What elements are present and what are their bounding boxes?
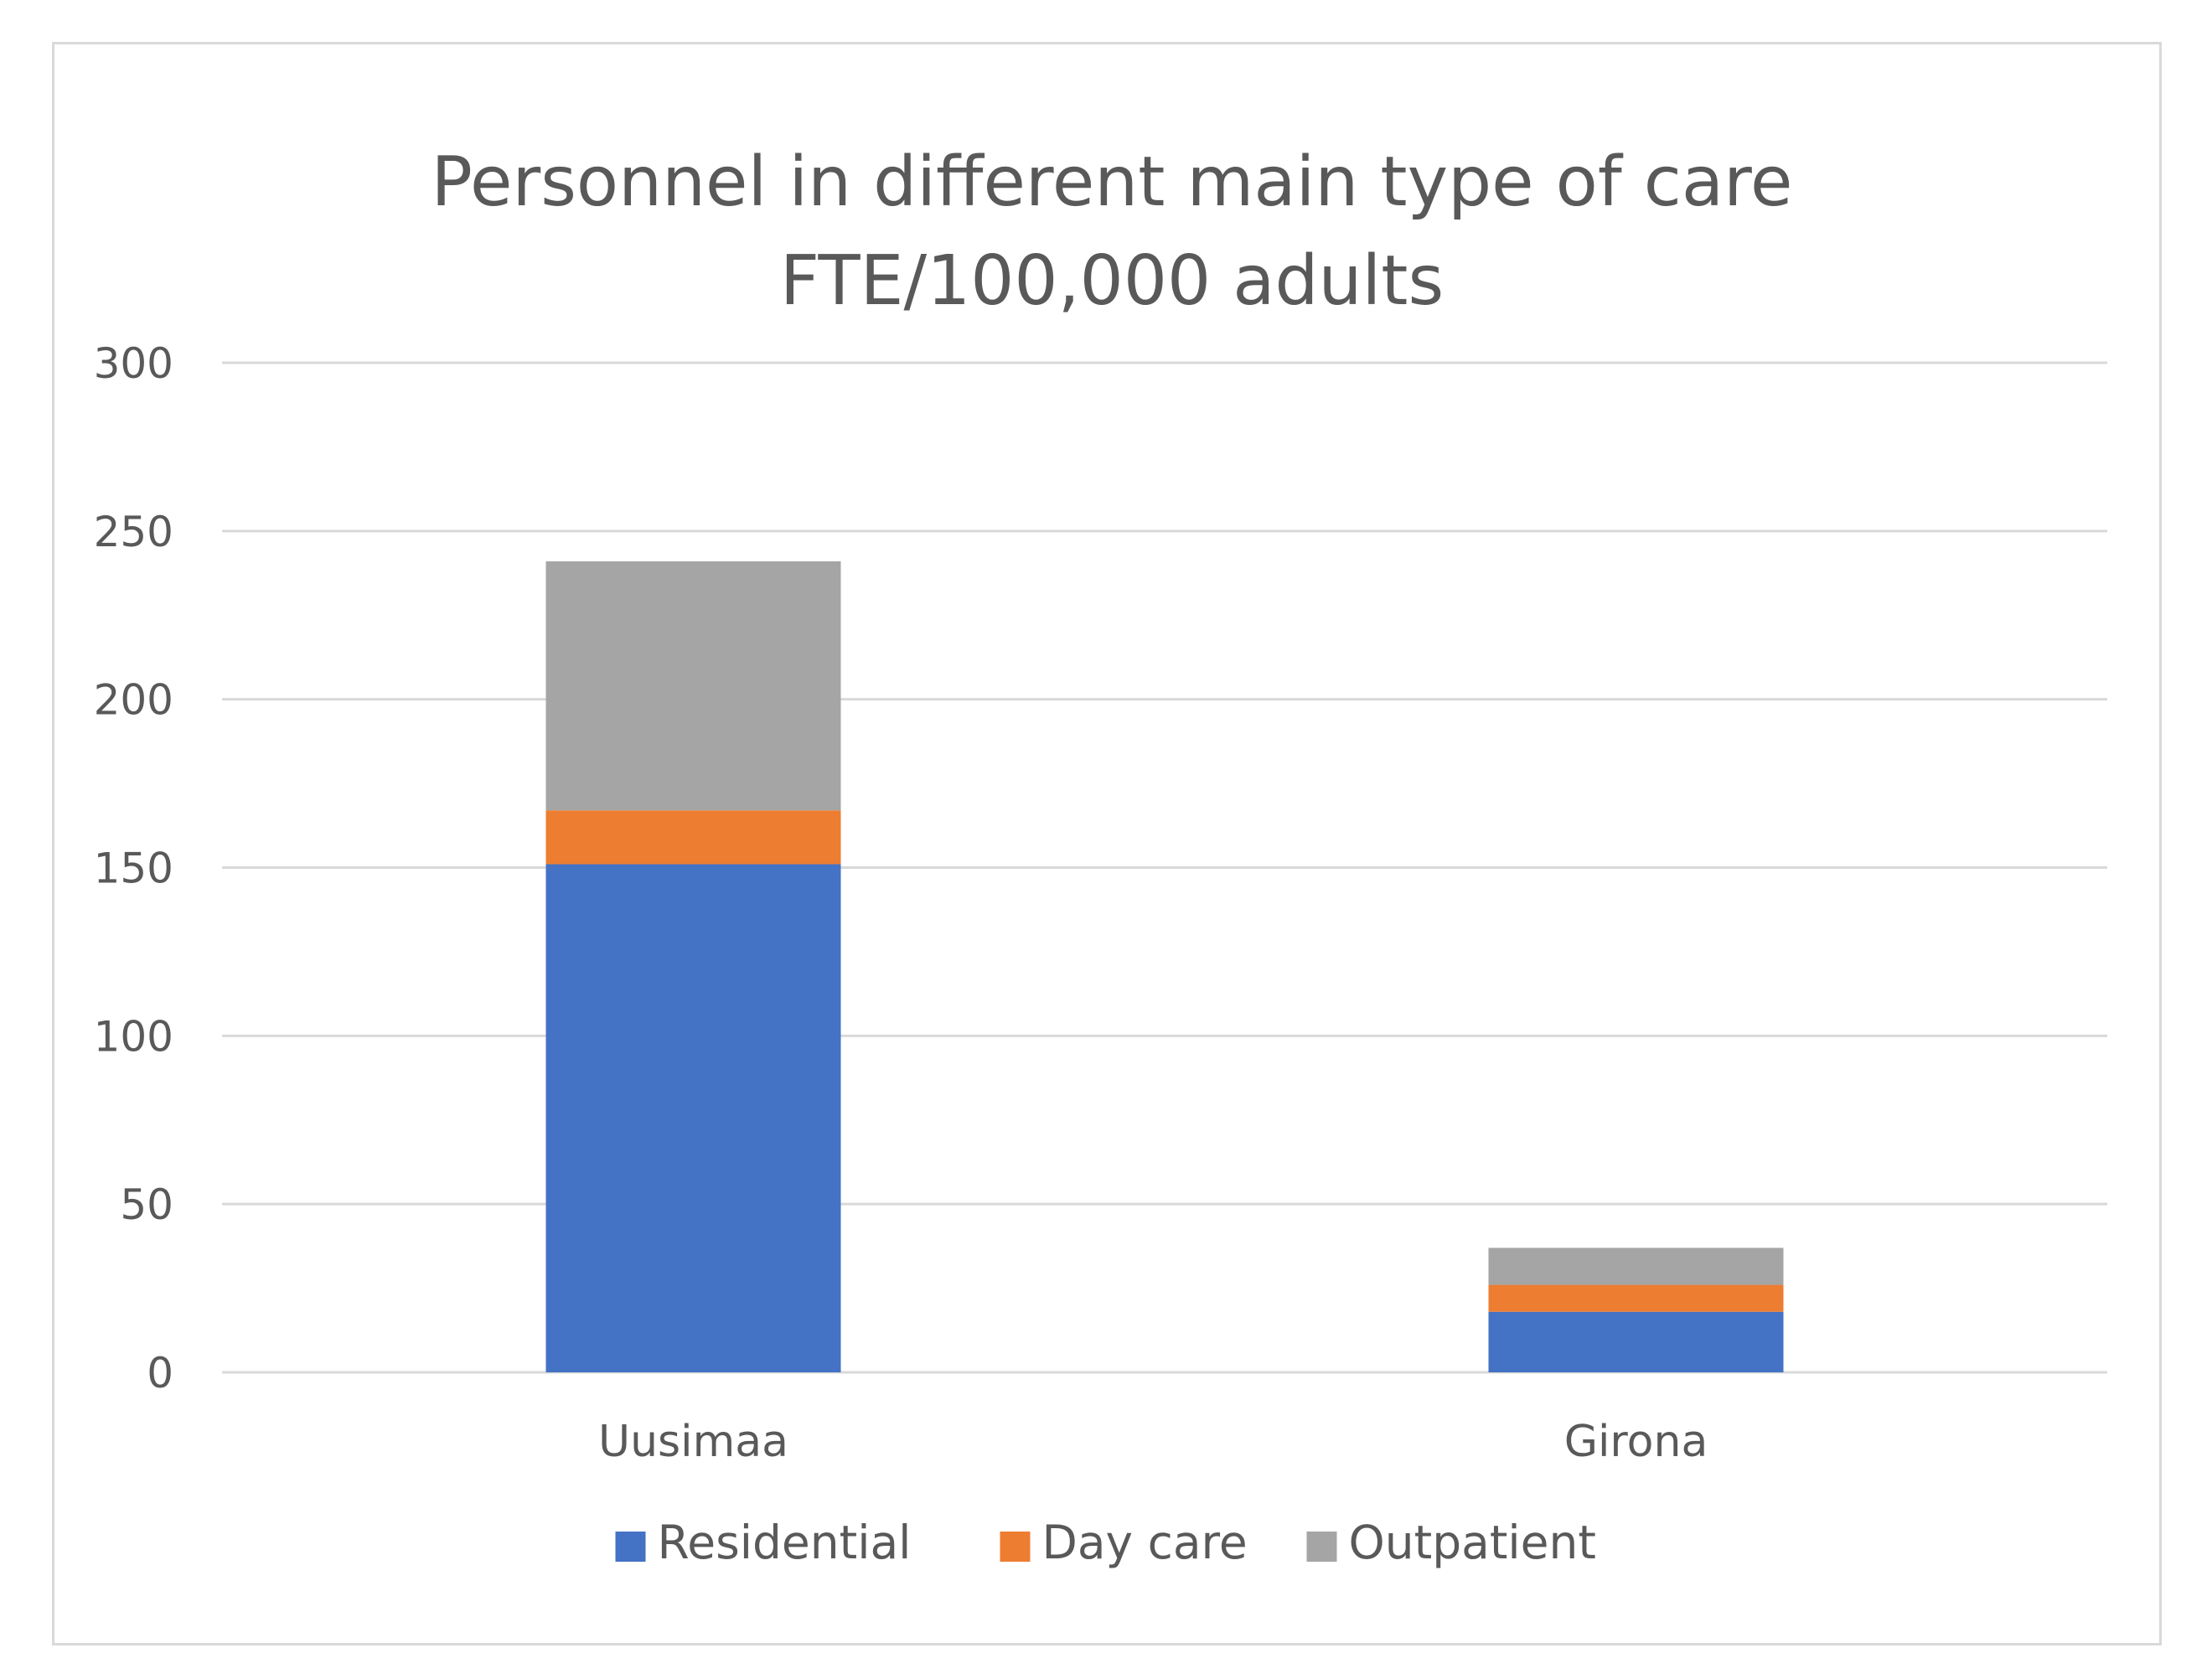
bar-uusimaa-outpatient: Outpatient: 74 [545, 561, 841, 811]
gridlines [222, 361, 2107, 1374]
y-tick-label: 300 [94, 339, 173, 388]
legend: Residential Day care Outpatient [615, 1516, 1596, 1569]
x-category-label: Uusimaa [598, 1417, 788, 1467]
bars: Residential: 151Day care: 16Outpatient: … [545, 561, 1784, 1372]
legend-swatch-outpatient [1306, 1532, 1337, 1562]
y-tick-label: 0 [147, 1349, 173, 1397]
legend-label: Day care [1042, 1516, 1248, 1569]
chart-title-line-1: Personnel in different main type of care [432, 142, 1793, 222]
y-tick-label: 150 [94, 845, 173, 893]
y-tick-label: 100 [94, 1012, 173, 1061]
legend-label: Residential [658, 1516, 912, 1569]
y-tick-label: 50 [120, 1180, 173, 1229]
legend-swatch-residential [615, 1532, 646, 1562]
bar-girona-day-care: Day care: 8 [1488, 1284, 1784, 1312]
y-tick-label: 200 [94, 676, 173, 725]
bar-uusimaa-residential: Residential: 151 [545, 864, 841, 1372]
x-category-label: Girona [1564, 1417, 1708, 1467]
y-tick-label: 250 [94, 508, 173, 556]
chart-frame: Personnel in different main type of care… [52, 42, 2162, 1645]
bar-girona-outpatient: Outpatient: 11 [1488, 1248, 1784, 1285]
chart-title-line-2: FTE/100,000 adults [780, 241, 1444, 321]
bar-girona-residential: Residential: 18 [1488, 1311, 1784, 1372]
chart-canvas: Personnel in different main type of care… [94, 142, 2107, 1569]
legend-label: Outpatient [1349, 1516, 1596, 1569]
y-axis-tick-labels: 0 50 100 150 200 250 300 [94, 339, 173, 1397]
bar-uusimaa-day-care: Day care: 16 [545, 810, 841, 865]
x-axis-category-labels: Uusimaa Girona [598, 1417, 1708, 1467]
legend-swatch-day-care [1000, 1532, 1031, 1562]
